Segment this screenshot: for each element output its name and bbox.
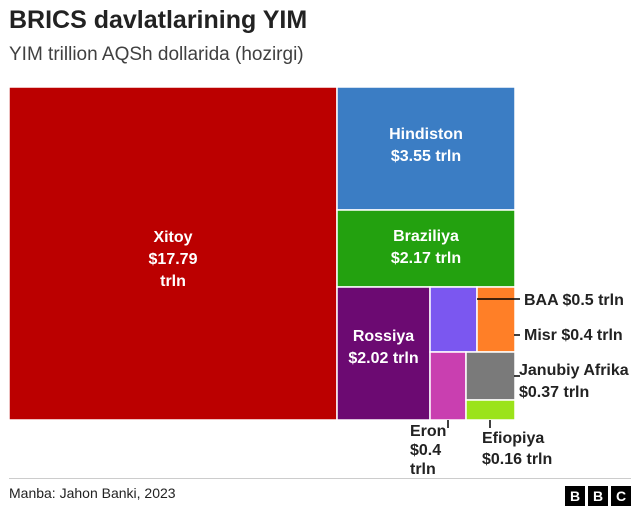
logo-letter-1: B <box>565 486 585 506</box>
tile-efiopiya <box>465 399 516 421</box>
label-hindiston-line-2: $3.55 trln <box>391 148 461 165</box>
label-misr-line-1: Misr $0.4 trln <box>524 327 623 344</box>
logo-letter-2: B <box>588 486 608 506</box>
label-rossiya-line-2: $2.02 trln <box>348 350 418 367</box>
logo-letter-3: C <box>611 486 631 506</box>
label-eron-line-2: $0.4 <box>410 442 441 459</box>
label-baa-line-1: BAA $0.5 trln <box>524 292 624 309</box>
label-braziliya-line-2: $2.17 trln <box>391 250 461 267</box>
label-braziliya-line-1: Braziliya <box>393 228 459 245</box>
label-eron-line-3: trln <box>410 461 436 478</box>
tile-misr <box>476 286 516 353</box>
label-efiopiya-line-1: Efiopiya <box>482 430 544 447</box>
footer-divider <box>9 478 631 479</box>
chart-title: BRICS davlatlarining YIM <box>9 6 308 34</box>
source-note: Manba: Jahon Banki, 2023 <box>9 485 176 501</box>
tile-xitoy <box>8 86 338 421</box>
label-efiopiya-line-2: $0.16 trln <box>482 451 552 468</box>
tile-hindiston <box>336 86 516 211</box>
tile-rossiya <box>336 286 431 421</box>
label-xitoy-line-1: Xitoy <box>153 229 192 246</box>
tile-braziliya <box>336 209 516 288</box>
label-janubiy-afrika-line-2: $0.37 trln <box>519 384 589 401</box>
tile-janubiy-afrika <box>465 351 516 401</box>
chart-subtitle: YIM trillion AQSh dollarida (hozirgi) <box>9 44 304 65</box>
label-xitoy-line-2: $17.79 <box>149 251 198 268</box>
label-rossiya-line-1: Rossiya <box>353 328 414 345</box>
label-janubiy-afrika-line-1: Janubiy Afrika <box>519 362 629 379</box>
label-eron-line-1: Eron <box>410 423 446 440</box>
label-hindiston-line-1: Hindiston <box>389 126 463 143</box>
tile-baa <box>429 286 478 353</box>
label-xitoy-line-3: trln <box>160 273 186 290</box>
tile-eron <box>429 351 467 421</box>
bbc-logo: B B C <box>565 486 631 506</box>
